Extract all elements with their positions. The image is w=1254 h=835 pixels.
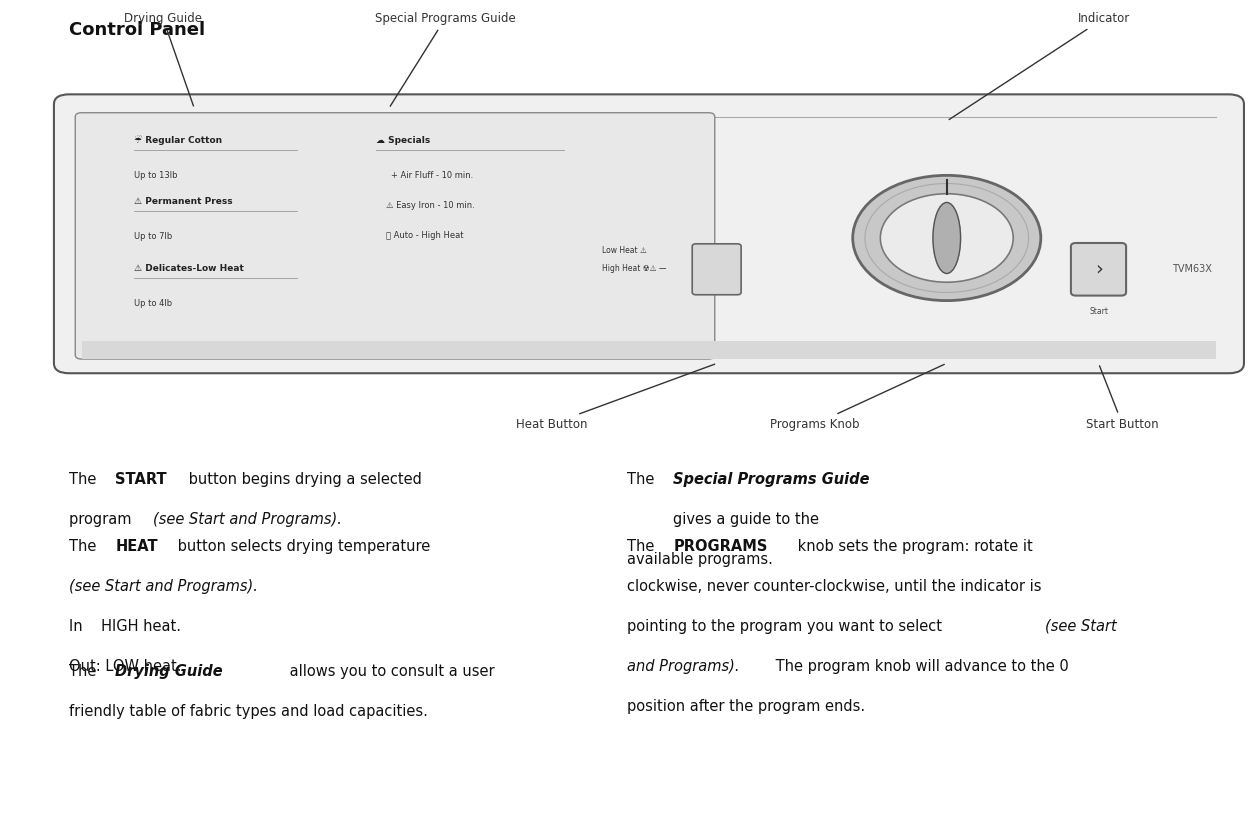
FancyBboxPatch shape <box>75 113 715 359</box>
Text: Programs Knob: Programs Knob <box>770 364 944 431</box>
FancyBboxPatch shape <box>54 94 1244 373</box>
Text: button begins drying a selected: button begins drying a selected <box>184 472 423 487</box>
Text: (see Start and Programs).: (see Start and Programs). <box>153 512 342 527</box>
Text: clockwise, never counter-clockwise, until the indicator is: clockwise, never counter-clockwise, unti… <box>627 579 1042 594</box>
Text: ⚠ Delicates-Low Heat: ⚠ Delicates-Low Heat <box>134 264 245 273</box>
Text: High Heat ☢⚠ —: High Heat ☢⚠ — <box>602 264 666 273</box>
Text: START: START <box>115 472 167 487</box>
Text: Start Button: Start Button <box>1086 366 1159 431</box>
Text: (see Start and Programs).: (see Start and Programs). <box>69 579 258 594</box>
Text: Out: LOW heat.: Out: LOW heat. <box>69 659 182 674</box>
Text: and Programs).: and Programs). <box>627 659 740 674</box>
Text: The: The <box>69 539 102 554</box>
Text: ⚠ Easy Iron - 10 min.: ⚠ Easy Iron - 10 min. <box>386 201 475 210</box>
Text: Special Programs Guide: Special Programs Guide <box>673 472 870 487</box>
Text: allows you to consult a user: allows you to consult a user <box>285 664 494 679</box>
Text: gives a guide to the: gives a guide to the <box>673 512 819 527</box>
Text: PROGRAMS: PROGRAMS <box>673 539 767 554</box>
Text: friendly table of fabric types and load capacities.: friendly table of fabric types and load … <box>69 704 428 719</box>
Text: ☔ Regular Cotton: ☔ Regular Cotton <box>134 135 222 145</box>
FancyBboxPatch shape <box>692 244 741 295</box>
Circle shape <box>853 175 1041 301</box>
Text: button selects drying temperature: button selects drying temperature <box>173 539 430 554</box>
Text: Low Heat ⚠: Low Heat ⚠ <box>602 245 647 255</box>
Text: + Air Fluff - 10 min.: + Air Fluff - 10 min. <box>391 171 474 180</box>
Text: ⚠ Permanent Press: ⚠ Permanent Press <box>134 197 233 206</box>
Text: Up to 13lb: Up to 13lb <box>134 171 178 180</box>
Text: Heat Button: Heat Button <box>515 364 715 431</box>
Text: The: The <box>69 664 102 679</box>
Text: (see Start: (see Start <box>1045 619 1116 634</box>
Text: knob sets the program: rotate it: knob sets the program: rotate it <box>793 539 1032 554</box>
Text: The: The <box>627 472 660 487</box>
Bar <box>82 341 1216 359</box>
Text: Up to 7lb: Up to 7lb <box>134 232 173 241</box>
Text: TVM63X: TVM63X <box>1172 265 1213 274</box>
Ellipse shape <box>933 203 961 274</box>
Text: Special Programs Guide: Special Programs Guide <box>375 12 515 106</box>
Circle shape <box>880 194 1013 282</box>
Text: program: program <box>69 512 137 527</box>
Text: Drying Guide: Drying Guide <box>115 664 223 679</box>
Text: ⓐ Auto - High Heat: ⓐ Auto - High Heat <box>386 231 464 240</box>
Text: position after the program ends.: position after the program ends. <box>627 699 865 714</box>
Text: The: The <box>69 472 102 487</box>
Text: available programs.: available programs. <box>627 552 772 567</box>
FancyBboxPatch shape <box>1071 243 1126 296</box>
Text: The program knob will advance to the 0: The program knob will advance to the 0 <box>771 659 1068 674</box>
Text: pointing to the program you want to select: pointing to the program you want to sele… <box>627 619 947 634</box>
Text: Control Panel: Control Panel <box>69 21 206 39</box>
Text: Drying Guide: Drying Guide <box>124 12 202 106</box>
Text: ›: › <box>1095 260 1102 279</box>
Text: ☁ Specials: ☁ Specials <box>376 136 430 145</box>
Text: The: The <box>627 539 660 554</box>
Text: Start: Start <box>1088 307 1109 316</box>
Text: Indicator: Indicator <box>949 12 1130 119</box>
Text: Up to 4lb: Up to 4lb <box>134 299 172 308</box>
Text: HEAT: HEAT <box>115 539 158 554</box>
Text: In    HIGH heat.: In HIGH heat. <box>69 619 181 634</box>
